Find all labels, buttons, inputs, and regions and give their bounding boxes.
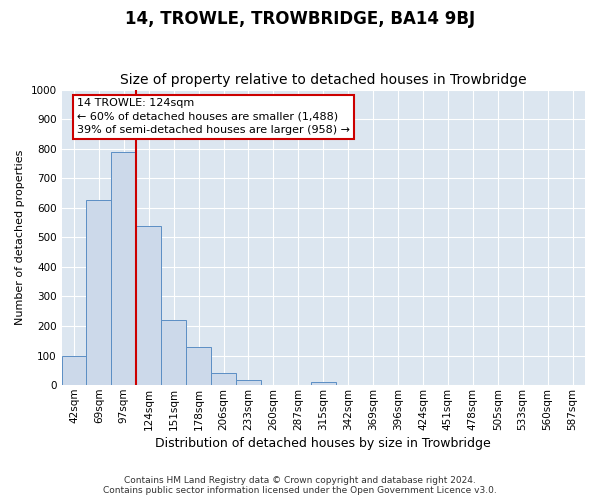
Bar	[186, 346, 211, 385]
Bar	[161, 320, 186, 385]
Bar	[62, 356, 86, 385]
X-axis label: Distribution of detached houses by size in Trowbridge: Distribution of detached houses by size …	[155, 437, 491, 450]
Text: Contains HM Land Registry data © Crown copyright and database right 2024.
Contai: Contains HM Land Registry data © Crown c…	[103, 476, 497, 495]
Text: 14 TROWLE: 124sqm
← 60% of detached houses are smaller (1,488)
39% of semi-detac: 14 TROWLE: 124sqm ← 60% of detached hous…	[77, 98, 350, 135]
Text: 14, TROWLE, TROWBRIDGE, BA14 9BJ: 14, TROWLE, TROWBRIDGE, BA14 9BJ	[125, 10, 475, 28]
Bar	[311, 382, 336, 385]
Bar	[211, 372, 236, 385]
Bar	[236, 380, 261, 385]
Title: Size of property relative to detached houses in Trowbridge: Size of property relative to detached ho…	[120, 73, 527, 87]
Y-axis label: Number of detached properties: Number of detached properties	[15, 150, 25, 325]
Bar	[136, 226, 161, 385]
Bar	[112, 152, 136, 385]
Bar	[86, 200, 112, 385]
